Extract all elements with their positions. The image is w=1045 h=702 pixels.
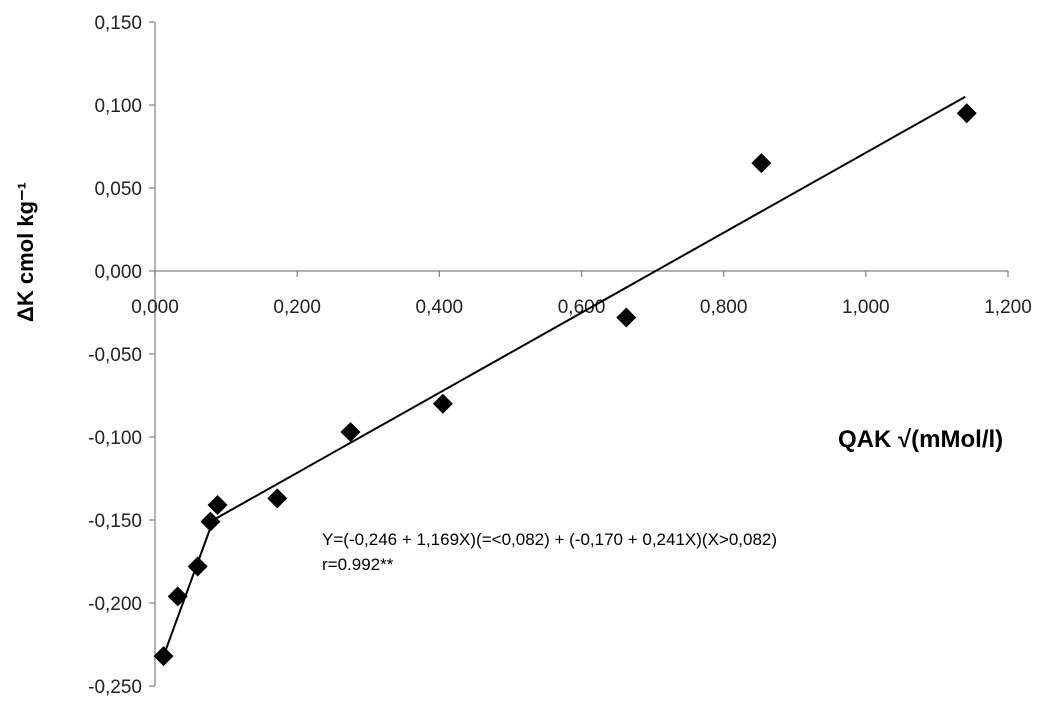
axes (149, 21, 1009, 687)
y-tick-label: -0,200 (88, 594, 142, 615)
data-point (200, 511, 221, 532)
y-tick-label: -0,250 (88, 677, 142, 698)
x-tick-label: 0,600 (558, 297, 606, 318)
data-point (616, 307, 637, 328)
data-point (153, 646, 174, 667)
data-point (956, 103, 977, 124)
y-tick-label: -0,050 (88, 345, 142, 366)
data-point (751, 153, 772, 174)
y-tick-label: 0,000 (94, 262, 142, 283)
fit-line (162, 95, 966, 657)
y-tick-label: 0,150 (94, 13, 142, 34)
x-tick-label: 1,200 (984, 297, 1032, 318)
x-tick-label: 0,000 (131, 297, 179, 318)
data-point (267, 488, 288, 509)
x-tick-label: 0,400 (416, 297, 464, 318)
data-point (167, 586, 188, 607)
y-axis-label: ΔK cmol kg⁻¹ (13, 182, 38, 322)
equation-annotation: Y=(-0,246 + 1,169X)(=<0,082) + (-0,170 +… (322, 530, 777, 549)
data-point (207, 495, 228, 516)
r-annotation: r=0.992** (322, 555, 394, 574)
x-tick-label: 0,800 (700, 297, 748, 318)
data-point (340, 422, 361, 443)
data-point (187, 556, 208, 577)
y-tick-label: -0,100 (88, 428, 142, 449)
x-tick-label: 1,000 (842, 297, 890, 318)
x-tick-label: 0,200 (273, 297, 321, 318)
fit-line-group (162, 95, 966, 657)
x-axis-label: QAK √(mMol/l) (838, 426, 1003, 453)
data-point (432, 393, 453, 414)
y-tick-label: 0,100 (94, 96, 142, 117)
tick-labels: 0,150 0,100 0,050 0,000 -0,050 -0,100 -0,150 -0… (88, 13, 1032, 698)
y-tick-label: 0,050 (94, 179, 142, 200)
data-points (153, 103, 977, 667)
y-tick-label: -0,150 (88, 511, 142, 532)
